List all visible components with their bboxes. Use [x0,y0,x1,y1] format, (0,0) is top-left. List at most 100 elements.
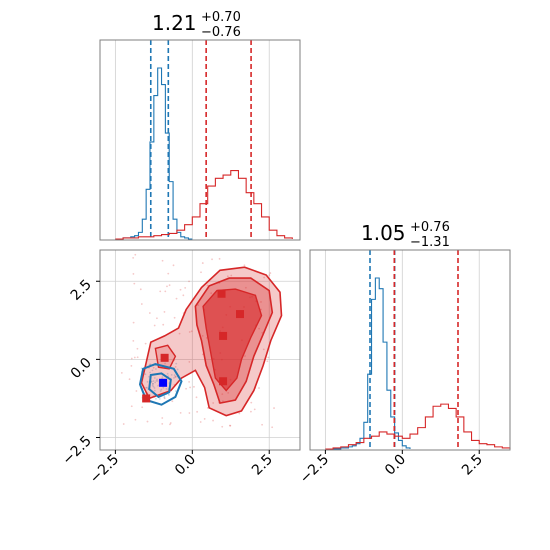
sample-point [151,369,154,372]
sample-point [229,424,231,427]
sample-point [168,394,170,396]
panel-frame-top-left [99,39,301,241]
joint-density-panel: −2.5 0.0 2.5 2.5 0.0 −2.5 [59,249,301,487]
sample-point [266,360,269,363]
sample-point [263,276,266,279]
sample-point [164,362,166,365]
sample-point [211,258,213,261]
sample-point [156,378,158,381]
contour-blue-level-1 [138,363,183,406]
sample-point [132,273,135,275]
sample-point [159,390,162,392]
sample-point [157,384,159,387]
param1-value: 1.21 [152,11,197,35]
param1-upper-error: +0.70 [201,10,241,25]
sample-point [163,396,166,399]
sample-point [136,356,139,359]
marginal-histogram-param2: −2.5 0.0 2.5 [297,249,511,487]
sample-point [132,339,135,342]
x-tick-label-2: 2.5 [249,452,276,479]
sample-point [244,286,247,289]
x-tick-label-0: −2.5 [87,452,122,487]
sample-point [156,317,158,320]
sample-point [132,321,135,324]
sample-point [169,423,171,426]
sample-point [154,381,157,384]
sample-point [179,411,182,414]
param2-value: 1.05 [361,221,406,245]
sample-point [165,388,168,390]
sample-point [163,395,166,398]
contour-red-level-3 [202,288,263,392]
sample-point [262,348,265,351]
sample-point [226,275,229,278]
sample-point [166,372,169,375]
sample-point [250,401,253,404]
sample-point [152,382,154,385]
sample-point [201,262,204,264]
sample-point [158,397,161,400]
sample-point [153,387,156,389]
param1-lower-error: −0.76 [201,25,241,40]
sample-point [136,347,139,350]
sample-point [161,259,164,262]
marginal-histogram-param1 [99,39,301,241]
sample-point [144,373,147,376]
sample-point [139,288,142,291]
histogram-series-1 [115,170,293,240]
sample-point [174,365,177,368]
param2-lower-error: −1.31 [410,235,450,250]
sample-point [140,303,143,305]
sample-point [221,425,224,428]
sample-point [195,396,198,399]
marker-square-4 [160,353,169,362]
sample-point [128,378,131,381]
sample-point [148,312,151,314]
sample-point [130,405,133,408]
sample-point [167,272,170,275]
sample-point [164,290,167,293]
sample-point [188,381,191,383]
sample-point [203,418,206,420]
sample-point [151,382,154,385]
sample-point [243,264,246,267]
sample-point [171,400,174,403]
sample-point [258,327,260,330]
sample-point [179,288,182,291]
sample-point [153,377,156,379]
contour-blue-level-2 [148,372,172,399]
sample-point [130,357,133,360]
sample-point [175,297,178,300]
sample-point [184,286,187,289]
marker-square-5 [142,394,151,403]
sample-point [174,375,177,378]
param2-summary-title: 1.05 +0.76 −1.31 [361,220,450,250]
sample-point [227,391,230,394]
x-tick-label-0: −2.5 [297,452,332,487]
sample-point [178,332,181,335]
marker-square-2 [219,331,228,340]
sample-point [176,368,179,371]
sample-point [188,361,191,363]
sample-point [260,301,262,303]
sample-point [271,426,274,429]
sample-point [148,375,150,378]
sample-point [253,408,256,411]
marker-square-1 [236,310,244,319]
sample-point [201,334,204,337]
sample-point [182,294,185,297]
sample-point [166,285,168,288]
sample-point [212,419,214,422]
sample-point [267,356,270,359]
sample-point [188,280,190,283]
sample-point [155,379,158,382]
sample-point [212,402,215,404]
sample-point [210,292,213,295]
sample-point [170,374,173,376]
sample-point [173,316,176,319]
sample-point [151,384,154,387]
histogram-series-0 [115,67,193,240]
sample-point [161,376,164,378]
sample-point [146,386,148,389]
